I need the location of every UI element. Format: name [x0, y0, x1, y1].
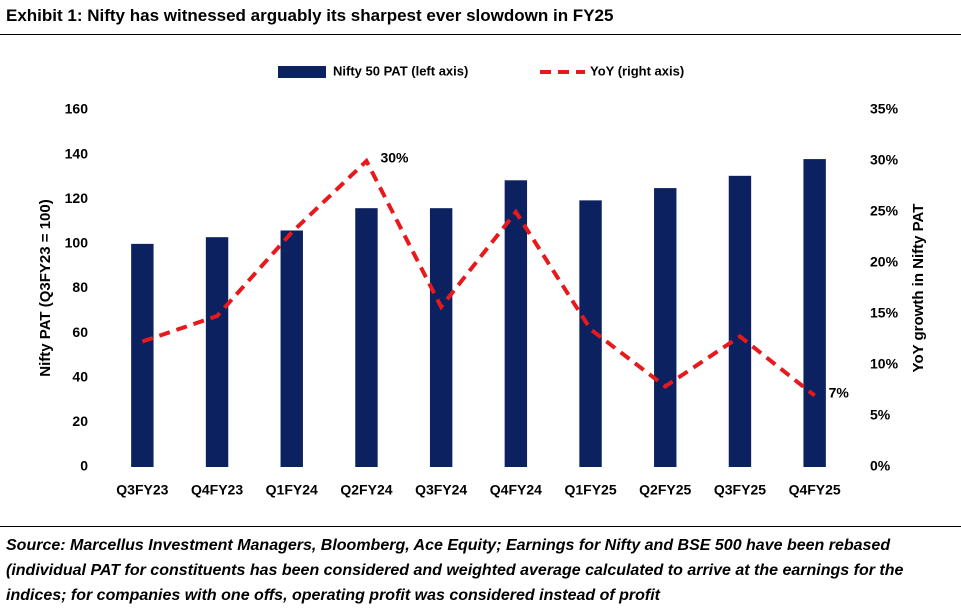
x-tick-label: Q1FY25	[564, 482, 616, 498]
data-label: 7%	[829, 384, 850, 400]
x-tick-label: Q2FY25	[639, 482, 691, 498]
y2-tick-label: 0%	[870, 458, 891, 474]
y-tick-label: 160	[65, 101, 89, 117]
rule	[0, 34, 961, 35]
chart: 0 20 40 60 80 100 120 140 160 0% 5% 10% 15% 20% 25% 30%…	[37, 63, 927, 498]
y2-tick-label: 5%	[870, 407, 891, 423]
bar	[131, 243, 154, 467]
y-tick-label: 120	[65, 190, 89, 206]
y-tick-label: 0	[80, 458, 88, 474]
bar	[654, 188, 677, 467]
bar	[355, 208, 378, 468]
x-tick-label: Q4FY24	[490, 482, 542, 498]
bar	[429, 208, 453, 468]
bar	[728, 175, 752, 467]
y2-tick-label: 20%	[870, 254, 899, 270]
y2-tick-label: 15%	[870, 305, 899, 321]
legend-label: YoY (right axis)	[590, 63, 684, 78]
y2-axis-title: YoY growth in Nifty PAT	[910, 204, 927, 373]
source-note: Source: Marcellus Investment Managers, B…	[6, 537, 904, 604]
x-tick-label: Q1FY24	[266, 482, 318, 498]
bar	[280, 230, 303, 467]
bar	[803, 159, 826, 467]
legend-label: Nifty 50 PAT (left axis)	[333, 63, 468, 78]
x-tick-label: Q4FY25	[789, 482, 841, 498]
rule	[0, 526, 961, 527]
y2-tick-label: 10%	[870, 356, 899, 372]
y2-tick-label: 35%	[870, 101, 899, 117]
x-tick-label: Q3FY23	[116, 482, 168, 498]
legend-swatch	[278, 66, 326, 78]
bar	[504, 180, 528, 468]
x-tick-label: Q3FY25	[714, 482, 766, 498]
bar	[579, 200, 602, 467]
y-axis-title: Nifty PAT (Q3FY23 = 100)	[37, 199, 54, 376]
data-label: 30%	[380, 150, 409, 166]
x-tick-label: Q2FY24	[340, 482, 392, 498]
y2-tick-label: 25%	[870, 203, 899, 219]
x-tick-label: Q3FY24	[415, 482, 467, 498]
y-tick-label: 80	[72, 279, 88, 295]
y-tick-label: 20	[72, 413, 88, 429]
line	[141, 157, 816, 398]
y-tick-label: 60	[72, 324, 88, 340]
x-tick-label: Q4FY23	[191, 482, 243, 498]
y2-tick-label: 30%	[870, 152, 899, 168]
y-tick-label: 140	[65, 145, 89, 161]
y-tick-label: 100	[65, 235, 89, 251]
title: Exhibit 1: Nifty has witnessed arguably …	[6, 6, 614, 25]
y-tick-label: 40	[72, 368, 88, 384]
bar	[205, 237, 229, 467]
